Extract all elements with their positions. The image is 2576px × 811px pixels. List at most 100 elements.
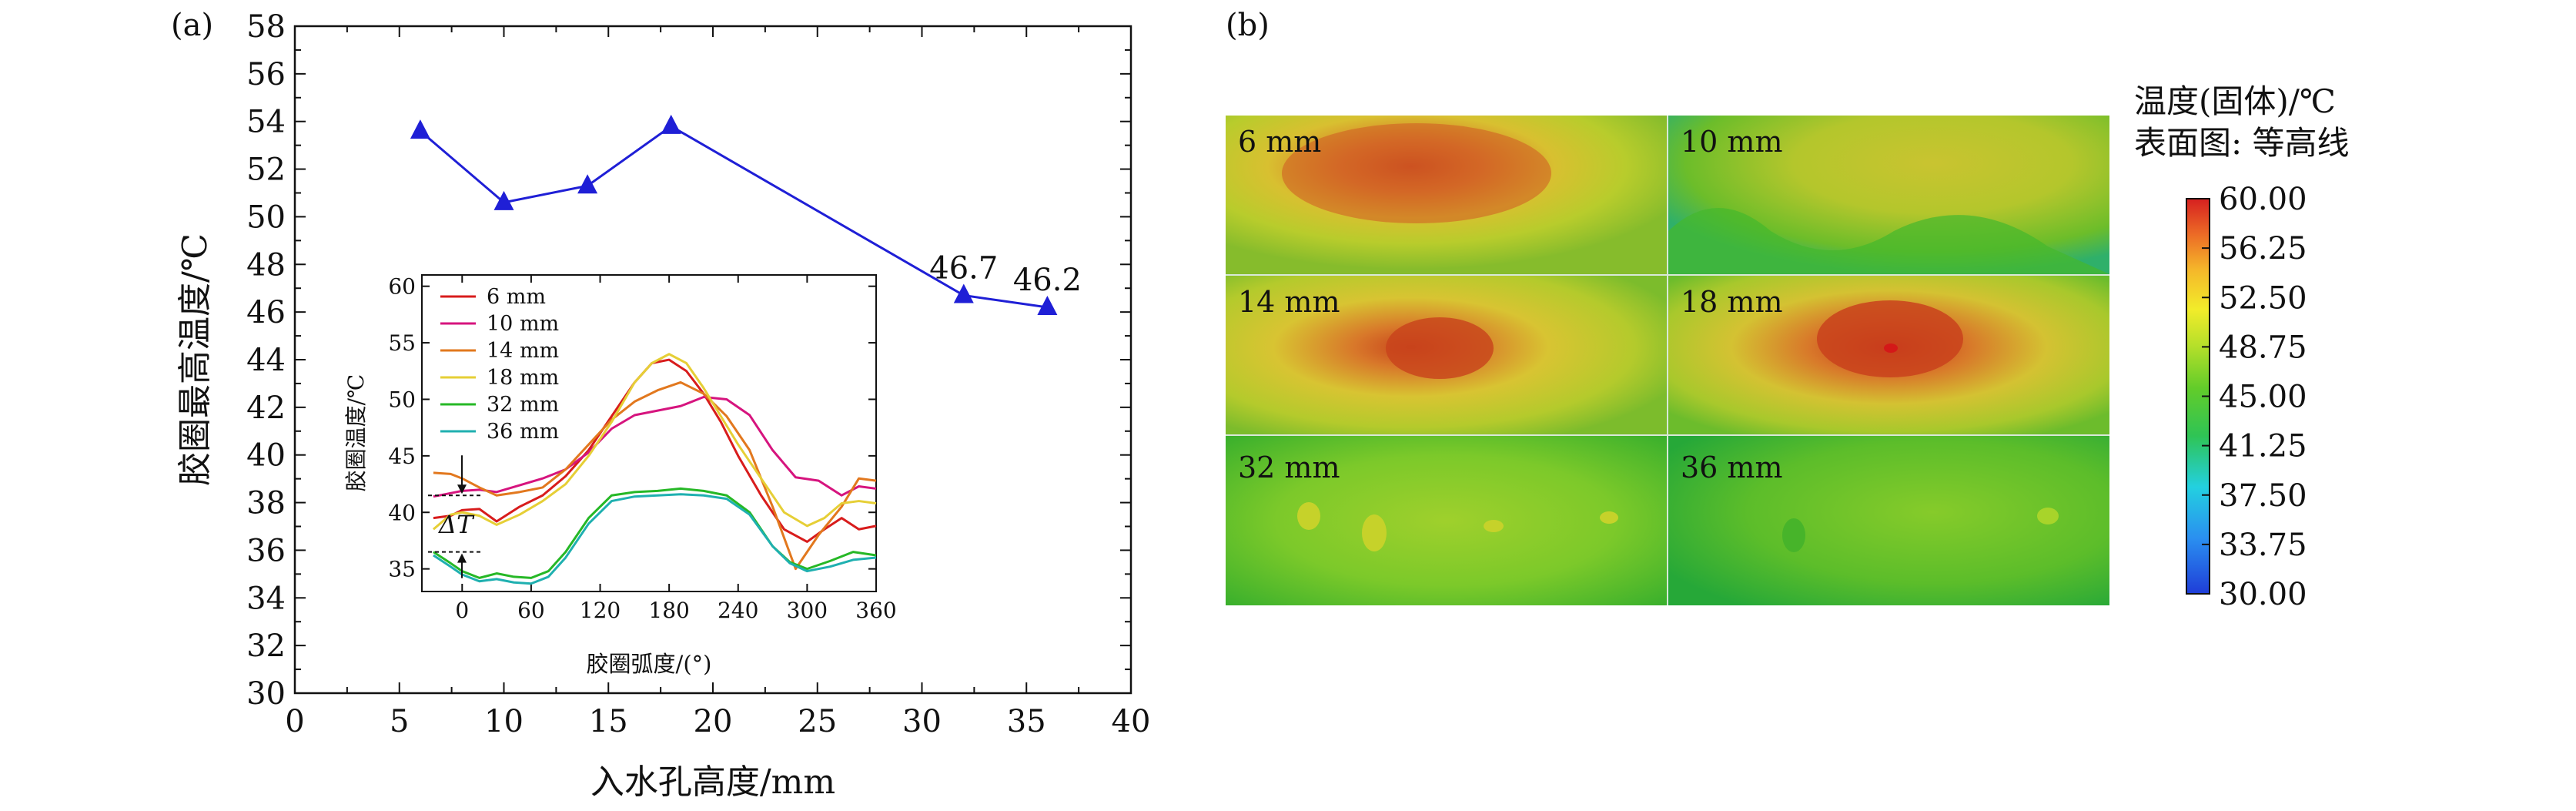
x-tick-label: 10 bbox=[484, 704, 524, 739]
inset-series-line bbox=[432, 353, 877, 531]
data-label: 46.7 bbox=[929, 250, 998, 286]
inset-legend: 6 mm 10 mm 14 mm 18 mm 32 mm 36 mm bbox=[440, 285, 559, 444]
inset-x-tick-label: 180 bbox=[648, 598, 689, 623]
y-tick-label: 44 bbox=[246, 343, 286, 378]
inset-series-line bbox=[433, 380, 877, 571]
inset-series-line bbox=[433, 358, 877, 543]
y-tick-label: 38 bbox=[246, 486, 286, 521]
panel-b-label: (b) bbox=[1226, 8, 1270, 43]
x-tick-label: 40 bbox=[1112, 704, 1151, 739]
colorbar-title-line1: 温度(固体)/℃ bbox=[2134, 82, 2336, 120]
warm-spot bbox=[1600, 511, 1618, 524]
peak-zone bbox=[1884, 344, 1898, 353]
x-tick-label: 35 bbox=[1007, 704, 1046, 739]
contour-label-18mm: 18 mm bbox=[1681, 285, 1783, 319]
contour-panel-36mm: 36 mm bbox=[1668, 436, 2109, 605]
hot-zone bbox=[1817, 300, 1963, 377]
y-tick-label: 42 bbox=[246, 390, 286, 426]
main-y-axis-label: 胶圈最高温度/℃ bbox=[176, 233, 215, 486]
colorbar-tick-label: 52.50 bbox=[2219, 280, 2307, 316]
contour-panel-14mm: 14 mm bbox=[1226, 276, 1667, 434]
contour-label-14mm: 14 mm bbox=[1238, 285, 1340, 319]
inset-x-tick-label: 0 bbox=[455, 598, 469, 623]
inset-x-tick-label: 120 bbox=[580, 598, 621, 623]
hot-zone bbox=[1386, 317, 1494, 379]
inset-axis-ticks: 0 60 120 180 240 300 360 35 40 45 50 55 60 bbox=[388, 274, 896, 623]
legend-label: 18 mm bbox=[487, 366, 559, 390]
y-tick-label: 30 bbox=[246, 676, 286, 712]
inset-x-tick-label: 240 bbox=[718, 598, 758, 623]
y-tick-label: 48 bbox=[246, 247, 286, 283]
y-tick-label: 52 bbox=[246, 152, 286, 188]
cool-zone bbox=[1668, 208, 2109, 274]
y-tick-label: 32 bbox=[246, 628, 286, 664]
inset-series-line bbox=[433, 493, 877, 585]
y-tick-label: 36 bbox=[246, 533, 286, 568]
y-tick-label: 54 bbox=[246, 105, 286, 140]
inset-y-tick-label: 60 bbox=[388, 274, 416, 300]
colorbar-tick-label: 48.75 bbox=[2219, 330, 2307, 365]
x-tick-label: 25 bbox=[798, 704, 837, 739]
x-tick-label: 20 bbox=[694, 704, 733, 739]
inset-chart: 0 60 120 180 240 300 360 35 40 45 50 55 60 ΔT 6 mm 10… bbox=[343, 274, 897, 677]
data-point-marker bbox=[953, 283, 974, 303]
x-tick-label: 30 bbox=[902, 704, 942, 739]
delta-t-arrowhead-down bbox=[457, 484, 467, 494]
data-point-marker bbox=[410, 119, 430, 139]
legend-label: 6 mm bbox=[487, 285, 546, 309]
colorbar-title-line2: 表面图: 等高线 bbox=[2134, 124, 2350, 162]
delta-t-arrowhead-up bbox=[457, 553, 467, 563]
legend-label: 14 mm bbox=[487, 339, 559, 363]
y-tick-label: 56 bbox=[246, 57, 286, 92]
colorbar-tick-label: 30.00 bbox=[2219, 577, 2307, 612]
y-tick-label: 50 bbox=[246, 199, 286, 235]
y-tick-label: 40 bbox=[246, 438, 286, 474]
data-point-marker bbox=[1037, 295, 1058, 315]
colorbar-tick-label: 37.50 bbox=[2219, 478, 2307, 514]
main-axis-ticks: 0 5 10 15 20 25 30 35 40 30 32 34 36 38 40 42 44 46 48 50 52… bbox=[246, 9, 1150, 739]
contour-maps: 6 mm 10 mm 14 mm 18 mm 32 mm bbox=[1226, 116, 2109, 605]
inset-x-tick-label: 60 bbox=[517, 598, 545, 623]
colorbar-tick-label: 33.75 bbox=[2219, 528, 2307, 563]
legend-label: 32 mm bbox=[487, 393, 559, 417]
colorbar-ticks: 60.00 56.25 52.50 48.75 45.00 41.25 37.50 33.75… bbox=[2202, 182, 2307, 612]
x-tick-label: 15 bbox=[589, 704, 628, 739]
data-label: 46.2 bbox=[1013, 263, 1082, 298]
legend-label: 10 mm bbox=[487, 312, 559, 336]
inset-x-tick-label: 300 bbox=[787, 598, 828, 623]
colorbar-tick-label: 41.25 bbox=[2219, 429, 2307, 464]
contour-panel-6mm: 6 mm bbox=[1226, 116, 1667, 274]
warm-spot bbox=[1297, 502, 1320, 530]
panel-a-label: (a) bbox=[171, 8, 213, 43]
data-point-marker bbox=[577, 174, 598, 194]
contour-label-6mm: 6 mm bbox=[1238, 125, 1321, 159]
inset-x-axis-label: 胶圈弧度/(°) bbox=[587, 651, 712, 677]
y-tick-label: 58 bbox=[246, 9, 286, 45]
inset-y-axis-label: 胶圈温度/℃ bbox=[343, 374, 369, 492]
inset-x-tick-label: 360 bbox=[855, 598, 896, 623]
x-tick-label: 0 bbox=[285, 704, 304, 739]
data-point-marker bbox=[661, 114, 681, 134]
y-tick-label: 46 bbox=[246, 295, 286, 330]
inset-y-tick-label: 35 bbox=[388, 557, 416, 582]
warm-spot bbox=[1484, 520, 1504, 532]
cool-spot bbox=[1782, 518, 1805, 552]
inset-y-tick-label: 50 bbox=[388, 387, 416, 412]
main-chart: 0 5 10 15 20 25 30 35 40 30 32 34 36 38 40 42 44 46 48 50 52… bbox=[176, 9, 1150, 802]
colorbar-tick-label: 60.00 bbox=[2219, 182, 2307, 217]
contour-panel-18mm: 18 mm bbox=[1668, 276, 2109, 434]
colorbar-tick-label: 56.25 bbox=[2219, 231, 2307, 266]
contour-panel-10mm: 10 mm bbox=[1668, 116, 2109, 274]
x-tick-label: 5 bbox=[390, 704, 409, 739]
contour-label-10mm: 10 mm bbox=[1681, 125, 1783, 159]
delta-t-annotation: ΔT bbox=[428, 455, 482, 578]
y-tick-label: 34 bbox=[246, 581, 286, 616]
contour-label-36mm: 36 mm bbox=[1681, 451, 1783, 484]
data-point-marker bbox=[493, 190, 514, 210]
colorbar-tick-label: 45.00 bbox=[2219, 380, 2307, 415]
contour-label-32mm: 32 mm bbox=[1238, 451, 1340, 484]
inset-y-tick-label: 40 bbox=[388, 500, 416, 525]
main-series-line bbox=[419, 125, 1048, 309]
main-series: 46.7 46.2 bbox=[410, 114, 1082, 315]
